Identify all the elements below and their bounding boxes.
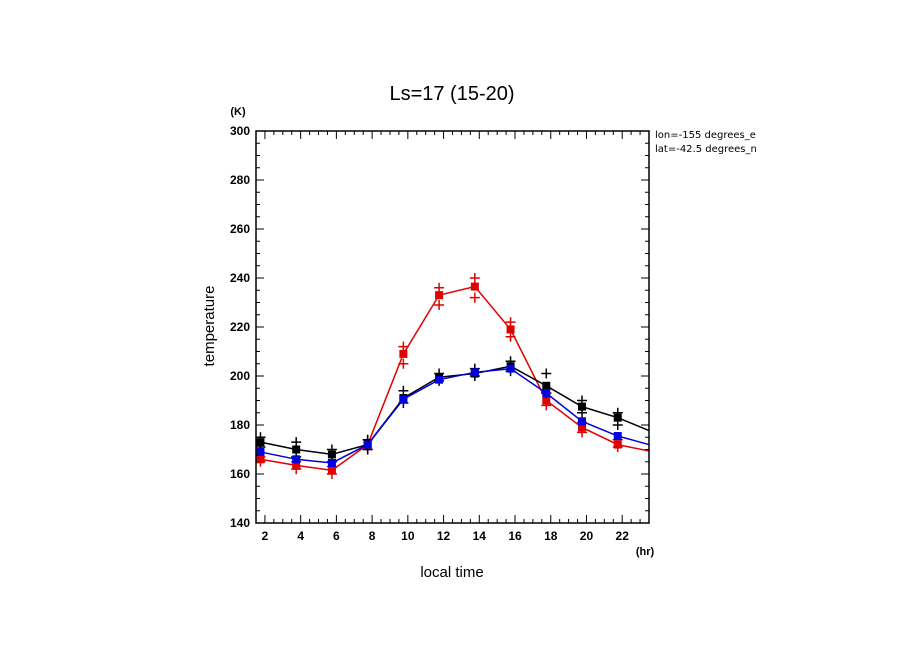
x-tick-label: 10 [401,529,415,543]
data-point [327,458,336,467]
spread-marker [398,358,409,369]
x-unit-label: (hr) [636,546,655,558]
data-point [578,417,587,426]
series-line [260,365,649,456]
spread-marker [291,437,302,448]
series-layer [256,273,657,479]
data-point [578,402,587,411]
series-line [260,285,649,472]
data-point [613,440,622,449]
spread-marker [434,282,445,293]
axis-tick-labels: 2 4 6 8 10 12 14 16 18 20 22 140 160 180 200 220 240 260 2… [230,124,629,543]
axis-ticks [256,130,650,524]
x-tick-label: 16 [508,529,522,543]
series-line [260,367,649,464]
y-unit-label: (K) [230,106,246,118]
y-tick-label: 160 [230,467,250,481]
data-point [470,282,479,291]
data-point [506,325,515,334]
x-tick-label: 18 [544,529,558,543]
data-point [256,455,265,464]
series-3 [256,364,657,467]
y-tick-label: 240 [230,271,250,285]
x-tick-label: 14 [473,529,487,543]
spread-marker [612,420,623,430]
data-point [327,466,336,475]
data-point [292,455,301,464]
spread-marker [434,299,445,310]
plot-area [256,273,657,479]
spread-marker [541,368,552,379]
spread-marker [505,331,516,342]
data-point [470,368,479,377]
y-tick-label: 280 [230,173,250,187]
x-axis-label: local time [420,564,483,581]
data-point [613,413,622,422]
data-point [327,450,336,459]
y-axis-label: temperature [201,286,218,367]
chart-title: Ls=17 (15-20) [389,83,514,105]
data-point [613,432,622,441]
plot-frame [255,130,650,524]
y-tick-label: 140 [230,516,250,530]
data-point [435,375,444,384]
data-point [542,381,551,390]
spread-marker [648,448,649,451]
spread-marker [469,292,480,303]
data-point [363,440,372,449]
y-tick-label: 180 [230,418,250,432]
spread-marker [648,453,649,456]
data-point [435,291,444,300]
spread-marker [505,317,516,328]
x-tick-label: 20 [580,529,594,543]
series-2 [256,356,657,467]
data-point [506,364,515,373]
y-tick-label: 300 [230,124,250,138]
x-tick-label: 8 [369,529,376,543]
data-point [399,349,408,358]
data-point [649,428,657,436]
data-point [292,445,301,454]
x-tick-label: 2 [262,529,269,543]
annotation-lon: lon=-155 degrees_e [655,130,756,141]
spread-marker [648,424,649,426]
y-tick-label: 260 [230,222,250,236]
x-tick-label: 4 [297,529,304,543]
data-point [578,423,587,432]
data-point [649,442,657,450]
y-tick-label: 220 [230,320,250,334]
spread-marker [398,341,409,352]
data-point [542,396,551,405]
x-tick-label: 12 [437,529,451,543]
annotation-lat: lat=-42.5 degrees_n [655,144,757,155]
data-point [256,447,265,456]
data-point [399,395,408,404]
y-tick-label: 200 [230,369,250,383]
data-point [292,461,301,470]
data-point [649,448,657,456]
x-tick-label: 6 [333,529,340,543]
spread-marker [469,273,480,283]
spread-marker [398,385,409,396]
spread-marker [648,438,649,441]
data-point [256,438,265,447]
data-point [542,389,551,398]
x-tick-label: 22 [616,529,630,543]
